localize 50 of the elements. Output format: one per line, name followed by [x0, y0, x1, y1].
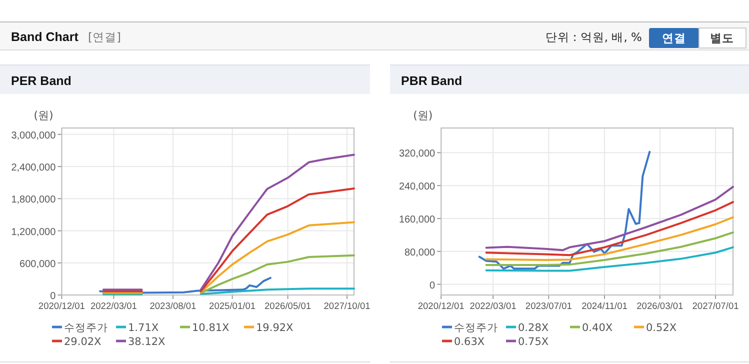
line-series	[485, 231, 734, 266]
text: 연결	[662, 31, 686, 45]
x-tick-label: 2026/05/01	[264, 301, 312, 311]
y-axis-title: (원)	[413, 109, 433, 122]
legend-label: 19.92X	[256, 322, 294, 334]
line-series	[478, 150, 651, 270]
legend-label: 0.63X	[454, 336, 485, 348]
y-tick-label: 2,400,000	[11, 162, 56, 174]
y-tick-label: 3,000,000	[11, 130, 56, 142]
x-tick-label: 2020/12/01	[38, 301, 85, 311]
x-tick-label: 2023/08/01	[150, 301, 196, 311]
y-tick-label: 600,000	[20, 258, 56, 270]
legend-label: 수정주가	[64, 322, 108, 334]
text: 단위 : 억원, 배, %	[545, 30, 642, 44]
line-series	[485, 186, 734, 252]
text: Band Chart	[11, 30, 80, 44]
y-tick-label: 1,200,000	[11, 226, 56, 238]
legend-label: 1.71X	[128, 322, 159, 334]
x-tick-label: 2022/03/01	[90, 301, 137, 311]
legend-label: 수정주가	[454, 322, 498, 334]
y-tick-label: 80,000	[404, 247, 436, 258]
x-tick-label: 2027/07/01	[692, 301, 739, 311]
y-tick-label: 1,800,000	[11, 194, 56, 206]
y-tick-label: 320,000	[398, 148, 436, 160]
x-tick-label: 2026/03/01	[636, 301, 684, 311]
legend-label: 0.52X	[646, 322, 677, 334]
y-axis-title: (원)	[34, 109, 54, 122]
legend-label: 38.12X	[128, 336, 166, 348]
x-tick-label: 2022/03/01	[470, 301, 516, 311]
chart-title: PER Band	[11, 74, 72, 88]
x-tick-label: 2024/11/01	[582, 301, 628, 311]
legend-label: 10.81X	[192, 322, 230, 334]
legend-label: 0.28X	[518, 322, 549, 334]
line-series	[485, 216, 734, 262]
chart-title: PBR Band	[401, 74, 462, 88]
legend-label: 0.40X	[582, 322, 613, 334]
y-tick-label: 160,000	[398, 214, 436, 226]
text: 별도	[710, 31, 734, 45]
text: [연결]	[88, 30, 121, 44]
x-tick-label: 2025/01/01	[209, 301, 256, 311]
y-tick-label: 240,000	[398, 182, 436, 193]
line-series	[485, 246, 734, 272]
x-tick-label: 2027/10/01	[324, 301, 370, 311]
line-series	[485, 201, 734, 256]
x-tick-label: 2023/07/01	[525, 301, 572, 311]
x-tick-label: 2020/12/01	[418, 301, 464, 311]
legend-label: 0.75X	[518, 336, 549, 348]
y-tick-label: 0	[430, 280, 436, 292]
y-tick-label: 0	[50, 291, 56, 302]
legend-label: 29.02X	[64, 336, 102, 348]
